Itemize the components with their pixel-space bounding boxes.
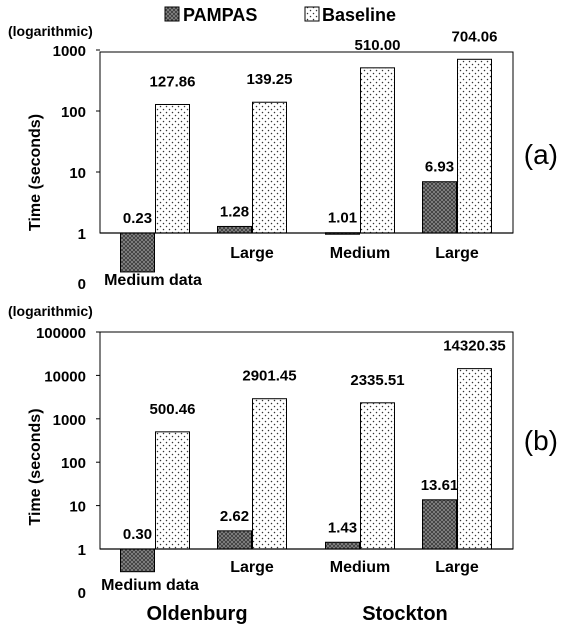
- data-label-baseline: 500.46: [150, 401, 196, 418]
- category-label: Medium data: [104, 272, 202, 289]
- category-label: Medium data: [101, 577, 199, 594]
- legend-label-pampas: PAMPAS: [183, 5, 257, 25]
- y-tick-label: 10: [69, 165, 86, 182]
- y-tick-label: 1000: [53, 412, 86, 429]
- bar-baseline-3: [360, 67, 395, 234]
- legend-swatch-pampas: [164, 6, 180, 22]
- y-tick-label: 10: [69, 499, 86, 516]
- bar-pampas-3: [325, 541, 360, 550]
- chart-panel-a: (logarithmic) (a) 0 1 10 100 1000 0.23 1.28 1.…: [8, 23, 558, 293]
- y-tick-label: 0: [78, 585, 86, 602]
- data-label-pampas: 1.01: [328, 210, 357, 227]
- group-label-stockton: Stockton: [362, 603, 448, 625]
- bar-pampas-4: [422, 499, 457, 550]
- category-label: Medium: [330, 559, 390, 576]
- legend-label-baseline: Baseline: [322, 5, 396, 25]
- data-label-pampas: 2.62: [220, 508, 249, 525]
- y-tick-label: 0: [78, 276, 86, 293]
- y-tick-label: 100000: [36, 325, 86, 342]
- bar-pampas-1: [120, 548, 155, 573]
- scale-note-a: (logarithmic): [8, 23, 93, 39]
- data-label-baseline: 510.00: [355, 37, 401, 54]
- data-label-baseline: 127.86: [150, 73, 196, 90]
- y-axis-label-a: Time (seconds): [27, 114, 44, 231]
- bar-baseline-1: [155, 431, 190, 550]
- category-label: Medium: [330, 245, 390, 262]
- bar-baseline-3: [360, 402, 395, 550]
- legend: PAMPAS Baseline: [164, 5, 396, 25]
- data-label-baseline: 2335.51: [350, 372, 404, 389]
- y-tick-label: 10000: [44, 368, 86, 385]
- y-tick-label: 100: [61, 104, 86, 121]
- bar-baseline-4: [457, 368, 492, 550]
- legend-swatch-baseline: [304, 6, 320, 22]
- y-axis-label-b: Time (seconds): [27, 408, 44, 525]
- data-label-baseline: 2901.45: [242, 368, 296, 385]
- y-tick-label: 1: [78, 542, 86, 559]
- bar-baseline-2: [252, 398, 287, 550]
- bar-pampas-4: [422, 181, 457, 234]
- data-label-pampas: 1.28: [220, 203, 249, 220]
- category-label: Large: [230, 245, 274, 262]
- panel-label-a: (a): [524, 139, 558, 170]
- category-label: Large: [435, 245, 479, 262]
- category-label: Large: [435, 559, 479, 576]
- scale-note-b: (logarithmic): [8, 303, 93, 319]
- y-tick-label: 1000: [53, 43, 86, 60]
- y-tick-label: 1: [78, 226, 86, 243]
- group-label-oldenburg: Oldenburg: [146, 603, 247, 625]
- bar-pampas-1: [120, 232, 155, 273]
- chart-panel-b: (logarithmic) (b) 0 1 10 100 1000 10000 100000…: [8, 303, 558, 602]
- y-tick-label: 100: [61, 455, 86, 472]
- data-label-pampas: 0.30: [123, 526, 152, 543]
- data-label-baseline: 14320.35: [443, 338, 506, 355]
- bar-baseline-1: [155, 103, 190, 234]
- data-label-pampas: 6.93: [425, 159, 454, 176]
- category-label: Large: [230, 559, 274, 576]
- data-label-pampas: 13.61: [421, 477, 459, 494]
- panel-label-b: (b): [524, 425, 558, 456]
- data-label-baseline: 704.06: [452, 28, 498, 45]
- bar-pampas-2: [217, 530, 252, 550]
- data-label-baseline: 139.25: [247, 71, 293, 88]
- bar-baseline-2: [252, 101, 287, 234]
- data-label-pampas: 0.23: [123, 210, 152, 227]
- bar-pampas-2: [217, 225, 252, 234]
- bar-baseline-4: [457, 58, 492, 234]
- data-label-pampas: 1.43: [328, 519, 357, 536]
